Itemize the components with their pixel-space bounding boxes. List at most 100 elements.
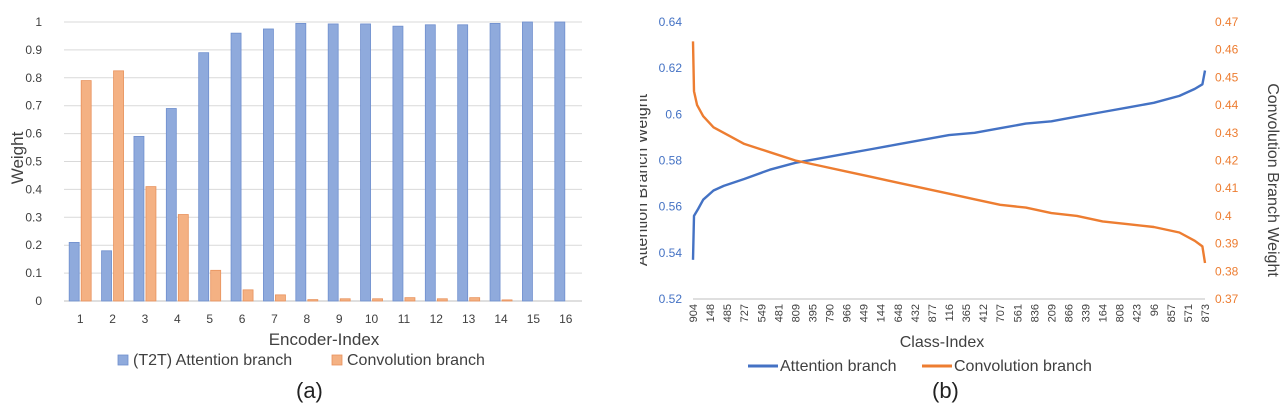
chart-b-x-tick-label: 485 [722, 304, 734, 322]
chart-b-x-tick-label: 423 [1132, 304, 1144, 322]
chart-a-y-tick-label: 0.4 [25, 182, 42, 196]
chart-a-y-tick-label: 0.6 [25, 127, 42, 141]
chart-b-y-tick-label: 0.54 [659, 246, 683, 260]
chart-a-x-tick-label: 15 [527, 312, 541, 326]
chart-b-x-tick-label: 857 [1166, 304, 1178, 322]
chart-a-x-tick-label: 8 [303, 312, 310, 326]
chart-a-x-tick-label: 12 [430, 312, 444, 326]
chart-a-bar-attention [295, 22, 307, 302]
chart-a-x-tick-label: 2 [109, 312, 116, 326]
chart-a-bar-convolution [113, 70, 124, 302]
chart-a-bar-attention [424, 24, 436, 302]
chart-a-x-tick-label: 9 [336, 312, 343, 326]
chart-b-x-tick-label: 116 [944, 304, 956, 322]
chart-a-x-axis-label: Encoder-Index [269, 330, 380, 349]
chart-b-y-tick-label: 0.58 [659, 154, 683, 168]
chart-b-y2-tick-label: 0.42 [1215, 154, 1239, 168]
chart-b-line-convolution [691, 41, 1207, 264]
chart-a-bar-convolution [145, 186, 157, 302]
chart-a-y-tick-label: 0 [35, 294, 42, 308]
chart-b-x-tick-label: 148 [705, 304, 717, 322]
chart-b-y2-tick-label: 0.39 [1215, 237, 1239, 251]
chart-a-bar-convolution [210, 269, 222, 302]
chart-b-x-tick-label: 209 [1046, 304, 1058, 322]
chart-a-x-tick-label: 5 [206, 312, 213, 326]
chart-a-bar-convolution [372, 298, 383, 302]
chart-a-bar-convolution [339, 298, 351, 302]
chart-b-x-tick-label: 481 [773, 304, 785, 322]
chart-b-y2-tick-label: 0.46 [1215, 43, 1239, 57]
chart-a-y-tick-label: 0.5 [25, 155, 42, 169]
chart-b-y-tick-label: 0.6 [665, 107, 682, 121]
chart-a-x-tick-label: 13 [462, 312, 476, 326]
chart-b-x-tick-label: 966 [842, 304, 854, 322]
chart-b-y2-tick-label: 0.43 [1215, 126, 1239, 140]
chart-b-x-tick-label: 412 [978, 304, 990, 322]
chart-b-line-attention [691, 70, 1207, 260]
chart-a-bar-attention [230, 32, 242, 302]
caption-a: (a) [296, 378, 323, 403]
chart-a-bar-attention [522, 21, 533, 302]
chart-b-x-tick-label: 866 [1063, 304, 1075, 322]
chart-b-y-tick-label: 0.62 [659, 61, 683, 75]
chart-b-x-axis-label: Class-Index [900, 334, 984, 351]
chart-a-bar-attention [360, 23, 371, 302]
chart-a-legend-label: (T2T) Attention branch [133, 352, 292, 369]
chart-a-y-tick-label: 0.8 [25, 71, 42, 85]
chart-b-y2-tick-label: 0.38 [1215, 264, 1239, 278]
chart-b-y-tick-label: 0.56 [659, 200, 683, 214]
chart-b-x-tick-label: 549 [756, 304, 768, 322]
caption-b: (b) [932, 378, 959, 403]
chart-b-x-tick-label: 395 [807, 304, 819, 322]
chart-b-x-tick-label: 365 [961, 304, 973, 322]
chart-a-y-tick-label: 1 [35, 15, 42, 29]
chart-b-x-tick-label: 561 [1012, 304, 1024, 322]
chart-b-y2-tick-label: 0.47 [1215, 15, 1239, 29]
chart-b-x-tick-label: 873 [1200, 304, 1212, 322]
chart-a-legend-swatch [331, 354, 343, 366]
chart-a-bar-attention [165, 108, 177, 302]
chart-b-x-tick-label: 790 [825, 304, 837, 322]
chart-b-x-tick-label: 164 [1098, 304, 1110, 322]
chart-a-bar-convolution [275, 294, 286, 302]
chart-a-x-tick-label: 14 [494, 312, 508, 326]
chart-b-y2-tick-label: 0.37 [1215, 292, 1239, 306]
chart-b-x-tick-label: 96 [1149, 304, 1161, 316]
chart-b-legend-label: Attention branch [780, 358, 897, 372]
chart-b-y2-tick-label: 0.45 [1215, 70, 1239, 84]
chart-a-encoder-weights: Weight Encoder-Index 0 0.1 0.2 0.3 0.4 0.5 0.6… [8, 15, 582, 369]
chart-a-bar-attention [554, 21, 566, 302]
chart-b-y2-tick-label: 0.41 [1215, 181, 1239, 195]
chart-a-bar-attention [133, 135, 145, 302]
chart-b-x-tick-label: 809 [790, 304, 802, 322]
chart-a-bar-attention [392, 25, 404, 302]
chart-b-x-tick-label: 877 [927, 304, 939, 322]
chart-b-y-tick-label: 0.52 [659, 292, 683, 306]
chart-a-bar-convolution [404, 297, 416, 302]
chart-a-legend-label: Convolution branch [347, 352, 485, 369]
chart-b-x-tick-label: 648 [893, 304, 905, 322]
chart-b-x-tick-label: 904 [688, 304, 700, 322]
chart-a-x-tick-label: 16 [559, 312, 573, 326]
chart-a-x-tick-label: 11 [398, 312, 411, 326]
chart-a-bar-convolution [469, 297, 481, 302]
chart-b-y-tick-label: 0.64 [659, 15, 683, 29]
chart-a-bar-convolution [501, 299, 513, 302]
chart-a-bar-convolution [436, 298, 448, 302]
chart-a-bar-convolution [307, 299, 319, 302]
chart-a-bar-attention [263, 28, 274, 302]
chart-a-y-tick-label: 0.3 [25, 210, 42, 224]
chart-a-legend-swatch [117, 354, 129, 366]
chart-a-y-axis-label: Weight [8, 131, 27, 184]
chart-a-bar-convolution [242, 289, 254, 302]
chart-a-y-tick-label: 0.9 [25, 43, 42, 57]
chart-b-x-tick-label: 836 [1029, 304, 1041, 322]
chart-b-x-tick-label: 432 [910, 304, 922, 322]
chart-b-x-tick-label: 144 [876, 304, 888, 322]
chart-a-bar-convolution [177, 214, 189, 302]
chart-b-class-weights: Attention Branch Weight Convolution Bran… [640, 15, 1280, 372]
chart-b-legend-label: Convolution branch [954, 358, 1092, 372]
chart-a-x-tick-label: 4 [174, 312, 181, 326]
chart-a-x-tick-label: 7 [271, 312, 278, 326]
